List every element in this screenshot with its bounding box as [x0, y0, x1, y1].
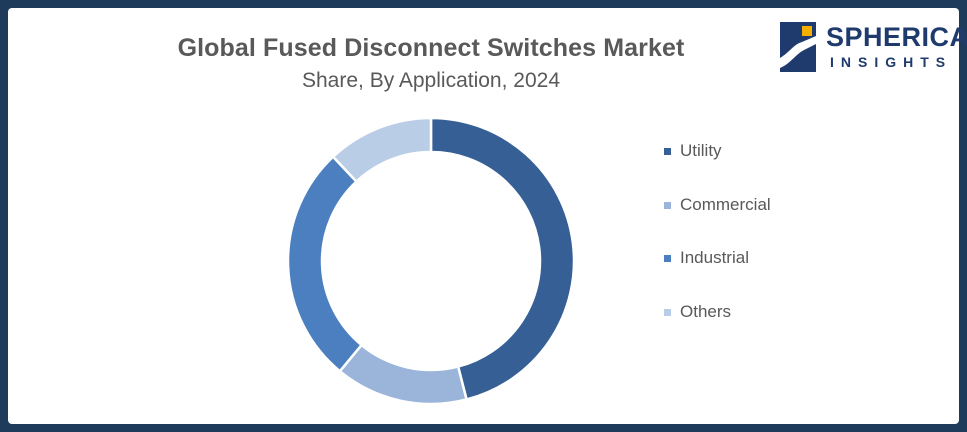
chart-frame: Global Fused Disconnect Switches Market …	[8, 8, 967, 424]
legend-label: Others	[680, 301, 732, 321]
legend-swatch	[664, 308, 671, 316]
legend-swatch	[664, 201, 671, 209]
legend-label: Industrial	[680, 248, 749, 267]
title-block: Global Fused Disconnect Switches Market …	[8, 34, 854, 93]
logo-word-insights: INSIGHTS	[830, 54, 953, 70]
donut-slice-others	[331, 116, 433, 184]
donut-slice-utility	[429, 116, 576, 402]
donut-slice-industrial	[286, 154, 364, 373]
brand-logo: SPHERICAL INSIGHTS	[780, 20, 967, 76]
donut-slice-commercial	[338, 343, 469, 406]
donut-chart	[286, 116, 576, 406]
chart-subtitle: Share, By Application, 2024	[301, 69, 560, 92]
chart-title: Global Fused Disconnect Switches Market	[177, 34, 685, 62]
spherical-insights-logo-icon	[780, 22, 816, 72]
legend-swatch	[664, 148, 671, 155]
legend-label: Utility	[680, 141, 722, 160]
logo-word-spherical: SPHERICAL	[826, 22, 967, 52]
legend-swatch	[664, 255, 671, 262]
legend-label: Commercial	[680, 194, 771, 214]
